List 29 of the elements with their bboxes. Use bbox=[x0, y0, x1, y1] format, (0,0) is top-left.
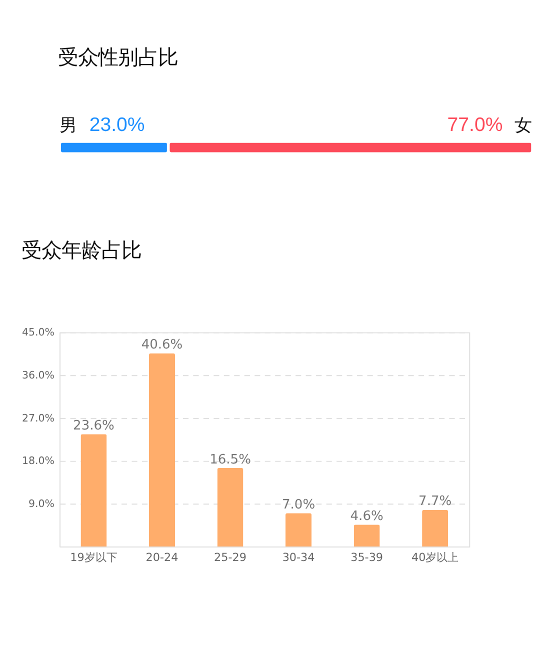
data-label: 40.6% bbox=[141, 338, 183, 353]
y-tick-label: 45.0% bbox=[22, 326, 55, 339]
data-label: 77.0% bbox=[447, 114, 503, 136]
chart-title: 受众年龄占比 bbox=[21, 238, 142, 262]
y-tick-label: 27.0% bbox=[22, 412, 55, 424]
series-label: 女 bbox=[514, 116, 533, 136]
x-tick-label: 20-24 bbox=[146, 550, 178, 564]
chart-title: 受众性别占比 bbox=[58, 44, 178, 69]
data-label: 7.0% bbox=[282, 498, 316, 513]
y-tick-label: 36.0% bbox=[22, 369, 55, 382]
data-label: 16.5% bbox=[210, 452, 251, 468]
data-label: 4.6% bbox=[350, 508, 384, 524]
bar bbox=[80, 434, 107, 546]
bar bbox=[354, 524, 380, 546]
series-label: 男 bbox=[60, 116, 78, 136]
data-label: 23.0% bbox=[89, 114, 145, 136]
bar bbox=[422, 510, 448, 546]
x-tick-label: 35-39 bbox=[350, 550, 384, 564]
bar bbox=[286, 513, 312, 546]
bar bbox=[217, 468, 244, 546]
data-label: 23.6% bbox=[73, 418, 114, 434]
x-tick-label: 25-29 bbox=[214, 550, 246, 564]
x-tick-label: 19岁以下 bbox=[70, 550, 118, 564]
data-label: 7.7% bbox=[418, 494, 452, 510]
y-tick-label: 9.0% bbox=[28, 498, 55, 510]
y-tick-label: 18.0% bbox=[22, 455, 55, 468]
x-tick-label: 30-34 bbox=[282, 550, 315, 564]
x-tick-label: 40岁以上 bbox=[411, 550, 459, 564]
bar bbox=[148, 353, 176, 546]
